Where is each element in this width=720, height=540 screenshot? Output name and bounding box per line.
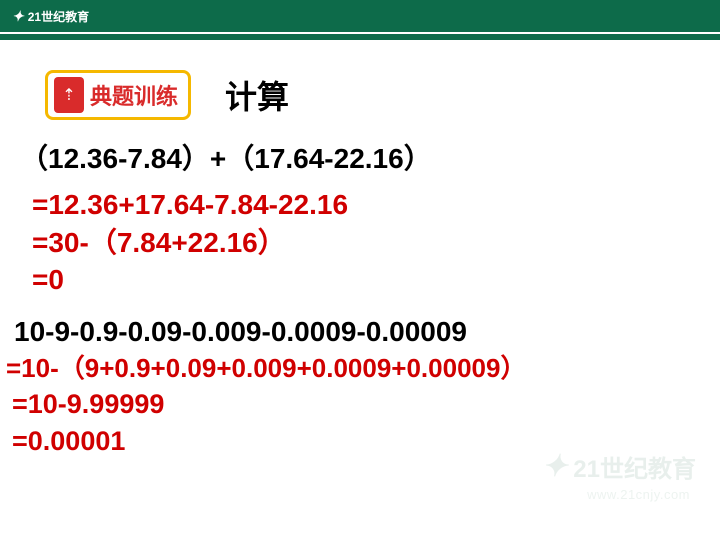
problem2-question: 10-9-0.9-0.09-0.009-0.0009-0.00009: [14, 313, 720, 351]
problem1-step2: =30-（7.84+22.16）: [32, 224, 720, 262]
page-title: 计算: [225, 72, 289, 118]
logo-text: 21世纪教育: [28, 8, 89, 25]
problem2-step1: =10-（9+0.9+0.09+0.009+0.0009+0.00009）: [6, 351, 720, 386]
problem2-step2: =10-9.99999: [12, 386, 720, 422]
title-row: ⇡ 典题训练 计算: [45, 70, 720, 120]
content-area: （12.36-7.84）+（17.64-22.16） =12.36+17.64-…: [0, 140, 720, 459]
header-bar: ✦ 21世纪教育: [0, 0, 720, 32]
problem1-step1: =12.36+17.64-7.84-22.16: [32, 186, 720, 224]
watermark-icon: ✦: [542, 449, 567, 484]
watermark-url: www.21cnjy.com: [587, 487, 690, 502]
problem1-step3: =0: [32, 261, 720, 299]
logo-icon: ✦: [12, 8, 24, 25]
badge-icon: ⇡: [54, 77, 84, 113]
header-logo: ✦ 21世纪教育: [12, 8, 89, 25]
problem1-question: （12.36-7.84）+（17.64-22.16）: [20, 140, 720, 178]
badge-box: ⇡ 典题训练: [45, 70, 191, 120]
watermark-text: 21世纪教育: [573, 449, 696, 484]
badge-label: 典题训练: [90, 79, 178, 111]
watermark-logo: ✦ 21世纪教育: [542, 449, 696, 484]
header-strip: [0, 34, 720, 40]
